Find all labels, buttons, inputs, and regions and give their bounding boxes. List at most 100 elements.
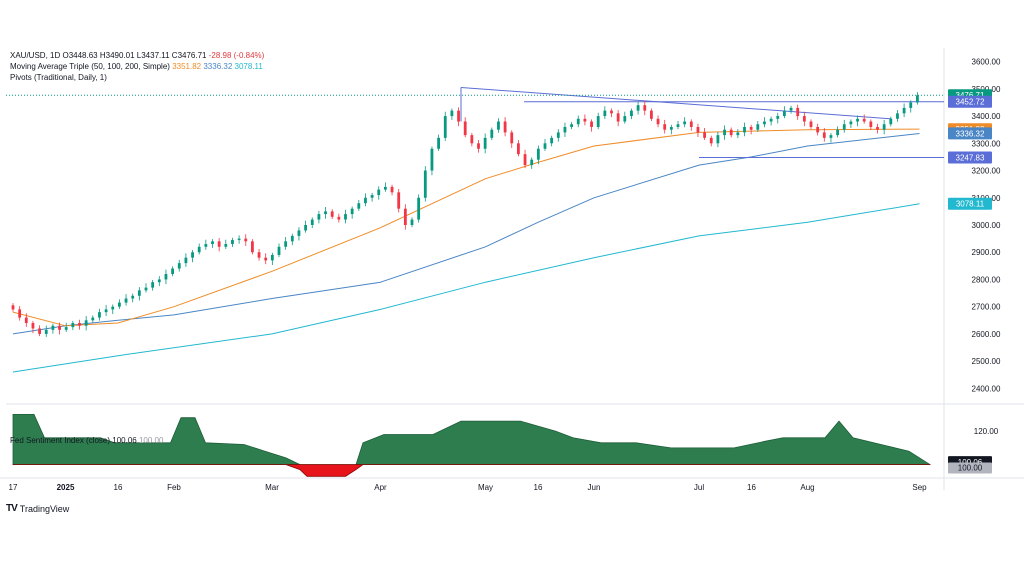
candle-body (184, 257, 188, 264)
candle-body (204, 244, 208, 247)
candle-body (470, 135, 474, 144)
candle-body (576, 118, 580, 125)
sentiment-area-positive (12, 414, 931, 466)
candle-body (490, 129, 494, 138)
candle-body (656, 118, 660, 125)
candle-body (916, 95, 919, 103)
y-tick-label: 2500.00 (972, 357, 1001, 366)
candle-body (556, 132, 560, 138)
candle-body (583, 118, 587, 122)
y-tick-label: 3400.00 (972, 112, 1001, 121)
candle-body (550, 137, 554, 144)
x-tick-label: Jun (588, 483, 601, 492)
candle-body (889, 118, 893, 125)
symbol-label[interactable]: XAU/USD, 1D (10, 51, 61, 60)
candle-body (324, 211, 327, 215)
ma100-line (12, 133, 920, 335)
sentiment-ref-bg (948, 462, 992, 474)
candle-body (364, 197, 367, 204)
pivots-label[interactable]: Pivots (Traditional, Daily, 1) (10, 73, 107, 82)
candle-body (716, 135, 720, 144)
candle-body (237, 238, 241, 240)
candle-body (91, 317, 95, 321)
candle-body (909, 102, 913, 108)
candle-body (11, 305, 15, 310)
candle-body (290, 235, 294, 242)
ma200-value: 3078.11 (234, 62, 263, 71)
x-tick-label: Sep (912, 483, 927, 492)
candle-body (191, 252, 194, 258)
tradingview-brand[interactable]: TV TradingView (6, 503, 69, 514)
candle-body (277, 246, 281, 255)
x-tick-label: Aug (800, 483, 814, 492)
candle-body (297, 230, 301, 236)
candle-body (450, 110, 454, 117)
price-label-text: 3078.11 (956, 200, 985, 209)
indicator-label[interactable]: Fed Sentiment Index (close) (10, 436, 111, 445)
candle-body (736, 132, 740, 136)
candle-body (683, 121, 687, 125)
candle-body (171, 268, 174, 275)
candle-body (822, 132, 826, 138)
y-tick-label: 3600.00 (972, 58, 1001, 67)
candle-body (636, 105, 640, 111)
candle-body (164, 274, 168, 280)
header-row-3: Pivots (Traditional, Daily, 1) (10, 72, 107, 83)
candles (11, 92, 919, 337)
sentiment-panel (12, 414, 931, 477)
y-tick-label: 2400.00 (972, 384, 1001, 393)
candle-body (616, 113, 620, 122)
candle-body (330, 211, 334, 217)
candle-body (603, 110, 607, 117)
candle-body (650, 110, 653, 119)
x-tick-label: 2025 (57, 483, 75, 492)
candle-body (31, 323, 35, 329)
candle-body (337, 216, 341, 220)
candle-body (58, 325, 61, 330)
sentiment-y-tick-label: 120.00 (974, 427, 999, 436)
candle-body (410, 219, 414, 225)
candle-body (896, 113, 899, 119)
y-tick-label: 2700.00 (972, 303, 1001, 312)
candle-body (151, 282, 155, 288)
candle-body (729, 129, 733, 136)
x-tick-label: 17 (9, 483, 18, 492)
y-tick-label: 2800.00 (972, 275, 1001, 284)
candle-body (517, 143, 520, 155)
moving-average-lines (12, 128, 920, 373)
candle-body (124, 298, 128, 303)
ma-label[interactable]: Moving Average Triple (50, 100, 200, Sim… (10, 62, 170, 71)
candle-body (763, 121, 766, 125)
candle-body (131, 295, 135, 299)
candle-body (623, 116, 627, 122)
x-tick-label: May (478, 483, 493, 492)
candle-body (251, 241, 254, 253)
candle-body (789, 107, 793, 111)
candle-body (197, 246, 201, 253)
candle-body (842, 124, 846, 130)
x-tick-label: 16 (114, 483, 123, 492)
candle-body (669, 126, 673, 130)
y-tick-label: 2600.00 (972, 330, 1001, 339)
price-label-bg (948, 95, 992, 108)
candle-body (217, 241, 221, 247)
candle-body (802, 116, 806, 122)
header-row-1: XAU/USD, 1D O3448.63 H3490.01 L3437.11 C… (10, 50, 264, 61)
candle-body (862, 118, 866, 122)
candle-body (211, 241, 214, 245)
candle-body (457, 110, 460, 122)
candle-body (443, 116, 447, 138)
candle-body (590, 121, 593, 127)
candle-body (749, 126, 753, 130)
candle-body (563, 126, 567, 133)
candle-body (118, 302, 121, 307)
candle-body (284, 241, 288, 247)
candle-body (663, 124, 667, 130)
candle-body (783, 110, 786, 117)
price-label-text: 3452.72 (956, 98, 985, 107)
trendline (460, 86, 892, 120)
ma100-value: 3336.32 (203, 62, 233, 71)
candle-body (384, 186, 387, 190)
candle-body (304, 225, 307, 231)
candle-body (51, 325, 55, 330)
